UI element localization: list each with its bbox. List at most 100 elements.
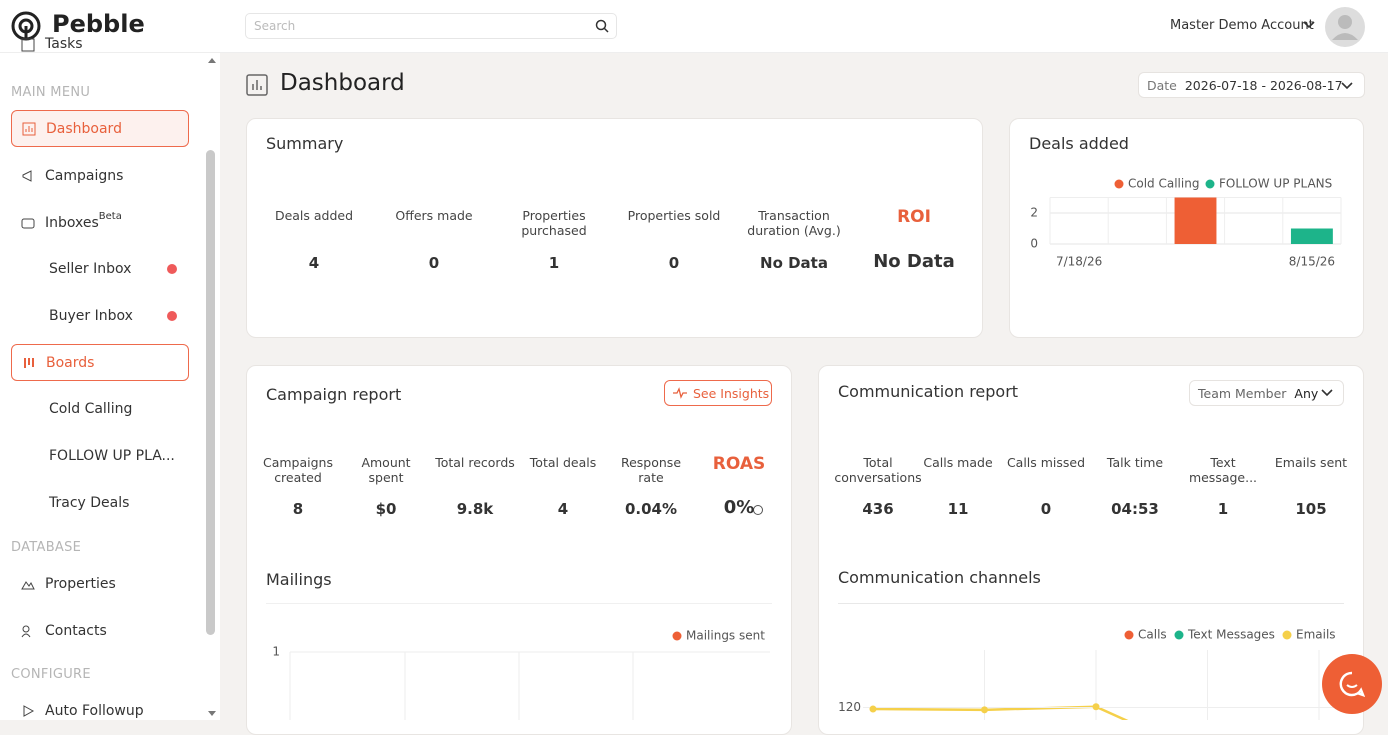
nav-label: Contacts (45, 622, 107, 639)
top-bar (0, 0, 1388, 53)
nav-label: Campaigns (45, 167, 124, 184)
nav-item[interactable]: Properties (11, 565, 189, 602)
nav-label: Inboxes (45, 214, 99, 231)
stat-value: 436 (862, 500, 894, 518)
card-title: Mailings (266, 570, 332, 589)
nav-sub-item[interactable]: Buyer Inbox (49, 308, 133, 324)
legend-dot (1205, 179, 1215, 189)
filter-label: Team Member (1198, 386, 1287, 401)
nav-item[interactable]: Auto Followup (11, 692, 189, 729)
legend-dot (1124, 630, 1134, 640)
scroll-up[interactable] (207, 56, 217, 64)
nav-sub-item[interactable]: Cold Calling (49, 401, 133, 417)
point (1092, 703, 1100, 711)
legend-label: Emails (1296, 628, 1336, 642)
nav-item[interactable]: Inboxes Beta (11, 204, 189, 241)
search[interactable]: Search (245, 13, 617, 39)
stat-label: Amount spent (361, 455, 411, 485)
stat-label: Response rate (620, 455, 682, 485)
see-insights-button[interactable]: See Insights (664, 380, 772, 406)
account-name[interactable]: Master Demo Account (1170, 18, 1314, 33)
nav-label: Boards (46, 354, 95, 371)
stat-value: 9.8k (456, 500, 494, 518)
stat-label: Calls missed (1006, 455, 1086, 470)
sidebar (0, 53, 220, 720)
icon (21, 218, 35, 228)
series-line (872, 705, 1129, 720)
icon (21, 580, 35, 589)
date-picker[interactable]: Date 2026-07-18 - 2026-08-17 (1138, 72, 1365, 98)
nav-item[interactable]: Boards (11, 344, 189, 381)
nav-item[interactable]: Campaigns (11, 157, 189, 194)
beta-badge: Beta (98, 211, 122, 222)
team-filter[interactable]: Team Member Any (1189, 380, 1344, 406)
y-tick-label: 1 (272, 645, 280, 659)
stat-value: 11 (947, 500, 969, 518)
stat-label: Properties purchased (521, 208, 587, 238)
nav-item[interactable]: Contacts (11, 612, 189, 649)
stat-value: 4 (557, 500, 569, 518)
icon (23, 704, 35, 717)
nav-item[interactable]: Tasks (11, 30, 189, 52)
stat-label: Total deals (529, 455, 597, 470)
point (981, 706, 988, 714)
legend-label: Cold Calling (1128, 177, 1199, 191)
legend-label: Text Messages (1187, 628, 1275, 642)
info-icon (753, 505, 763, 515)
nav-item[interactable]: Dashboard (11, 110, 189, 147)
point (869, 705, 877, 713)
x-tick-label: 8/15/26 (1289, 255, 1335, 269)
stat-value: $0 (375, 500, 397, 518)
stat-label: Total records (435, 455, 515, 470)
stat-label: Calls made (923, 455, 993, 470)
legend-dot (1282, 630, 1292, 640)
nav-sub-item[interactable]: Seller Inbox (49, 261, 132, 277)
y-tick-label: 120 (838, 700, 861, 714)
stat-value: 0 (668, 254, 680, 272)
nav-sub-item[interactable]: Tracy Deals (49, 495, 130, 511)
unread-dot (167, 264, 177, 274)
highlight-value: 0% (723, 497, 755, 518)
chat-button[interactable] (1322, 654, 1382, 714)
bar (1290, 228, 1333, 244)
date-range: 2026-07-18 - 2026-08-17 (1184, 78, 1343, 93)
search-icon (595, 19, 609, 33)
chat-icon (1339, 671, 1365, 697)
stat-label: Properties sold (627, 208, 721, 223)
icon (21, 38, 35, 52)
nav-label: Tasks (45, 36, 83, 52)
button-label: See Insights (693, 386, 770, 401)
divider (838, 603, 1344, 604)
x-tick-label: 7/18/26 (1056, 255, 1102, 269)
card-title: Communication report (838, 382, 1019, 401)
legend-label: Mailings sent (686, 629, 765, 643)
section-title: MAIN MENU (11, 85, 91, 100)
icon (21, 625, 31, 637)
divider (266, 603, 772, 604)
dashboard-icon (246, 74, 268, 96)
nav-label: Auto Followup (45, 702, 144, 719)
card-title: Deals added (1029, 134, 1129, 153)
chevron (1341, 82, 1353, 90)
nav-sub-item[interactable]: FOLLOW UP PLA... (49, 448, 175, 464)
chevron (1321, 389, 1333, 397)
communication-card (818, 365, 1364, 735)
grid-line (289, 652, 634, 720)
summary-card (246, 118, 983, 338)
highlight-value: No Data (873, 251, 955, 272)
stat-label: Offers made (395, 208, 473, 223)
legend-dot (1174, 630, 1184, 640)
chevron (1303, 21, 1315, 29)
stat-label: Emails sent (1274, 455, 1348, 470)
stat-label: Transaction duration (Avg.) (747, 208, 841, 238)
nav-label: Dashboard (46, 120, 122, 137)
stat-value: No Data (760, 254, 828, 272)
avatar[interactable] (1324, 6, 1366, 48)
stat-label: Text message... (1188, 455, 1258, 485)
scrollbar (206, 150, 215, 635)
scroll-down[interactable] (207, 710, 217, 718)
stat-value: 04:53 (1111, 500, 1159, 518)
y-tick-label: 2 (1030, 206, 1038, 220)
stat-value: 1 (548, 254, 560, 272)
